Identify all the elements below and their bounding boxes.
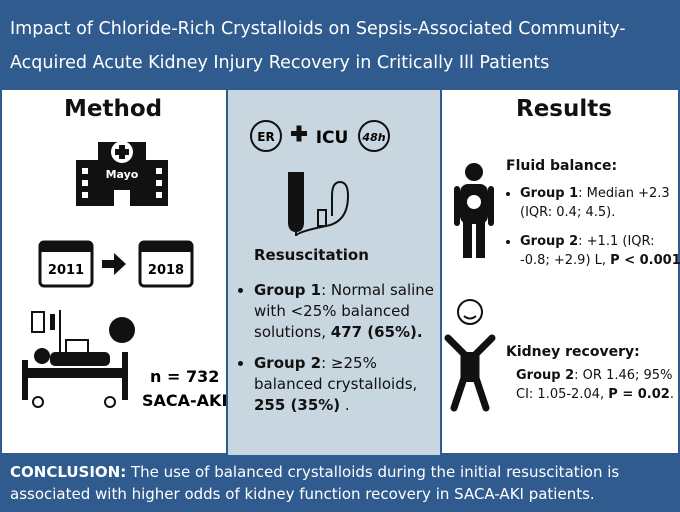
text: : ≥25% balanced crystalloids, — [254, 354, 418, 393]
results-heading: Results — [516, 96, 612, 122]
group: Group 2 — [516, 368, 575, 383]
bullet: Group 1: Median +2.3 (IQR: 0.4; 4.5). — [520, 184, 680, 222]
intervention-heading: Resuscitation — [254, 246, 369, 264]
intervention-panel: ER ICU 48h Resuscitation Group 1: Normal… — [228, 90, 440, 455]
sample-size: n = 732 — [150, 367, 219, 386]
results-panel: Results Fluid balance: Group 1: Median +… — [440, 90, 680, 455]
count: 477 (65%). — [330, 323, 423, 341]
bullet: Group 2: +1.1 (IQR: -0.8; +2.9) L, P < 0… — [520, 232, 680, 270]
p-value: P < 0.001 — [610, 253, 680, 268]
intervention-bullets: Group 1: Normal saline with <25% balance… — [238, 280, 444, 426]
method-panel: Method Mayo 2011 2018 — [0, 90, 228, 455]
title-line: Acquired Acute Kidney Injury Recovery in… — [10, 53, 550, 73]
bullet: Group 1: Normal saline with <25% balance… — [254, 280, 444, 343]
method-icons: Mayo 2011 2018 n = 732 SACA-AKI — [22, 141, 226, 410]
kidney-text: Group 2: OR 1.46; 95% CI: 1.05-2.04, P =… — [516, 366, 676, 404]
intervention-icons: ER ICU 48h — [250, 120, 390, 237]
cohort: SACA-AKI — [142, 391, 226, 410]
fluid-heading: Fluid balance: — [506, 158, 618, 174]
results-icons — [444, 163, 496, 412]
text: : +1.1 (IQR: -0.8; +2.9) L, — [520, 234, 655, 268]
text: : Median +2.3 (IQR: 0.4; 4.5). — [520, 186, 670, 220]
group: Group 1 — [520, 186, 579, 201]
method-heading: Method — [64, 96, 163, 122]
text: : OR 1.46; 95% CI: 1.05-2.04, — [516, 368, 673, 402]
kidney-heading: Kidney recovery: — [506, 344, 640, 360]
title-line: Impact of Chloride-Rich Crystalloids on … — [10, 19, 626, 39]
group: Group 1 — [254, 281, 322, 299]
hospital-label: Mayo — [106, 168, 139, 181]
end-year: 2018 — [148, 263, 184, 278]
text: . — [340, 396, 350, 414]
text: . — [669, 387, 674, 402]
conclusion-label: CONCLUSION: — [10, 463, 127, 481]
text: : Normal saline with <25% balanced solut… — [254, 281, 435, 341]
p-value: P = 0.02 — [608, 387, 670, 402]
icon-label: ICU — [316, 128, 349, 148]
bullet: Group 2: ≥25% balanced crystalloids, 255… — [254, 353, 444, 416]
start-year: 2011 — [48, 263, 84, 278]
icon-label: 48h — [361, 131, 385, 144]
conclusion-text: The use of balanced crystalloids during … — [10, 463, 620, 503]
fluid-bullets: Group 1: Median +2.3 (IQR: 0.4; 4.5). Gr… — [504, 184, 680, 280]
header: Impact of Chloride-Rich Crystalloids on … — [0, 0, 680, 90]
icon-label: ER — [257, 130, 274, 144]
group: Group 2 — [520, 234, 579, 249]
conclusion: CONCLUSION: The use of balanced crystall… — [0, 455, 680, 512]
group: Group 2 — [254, 354, 322, 372]
count: 255 (35%) — [254, 396, 341, 414]
